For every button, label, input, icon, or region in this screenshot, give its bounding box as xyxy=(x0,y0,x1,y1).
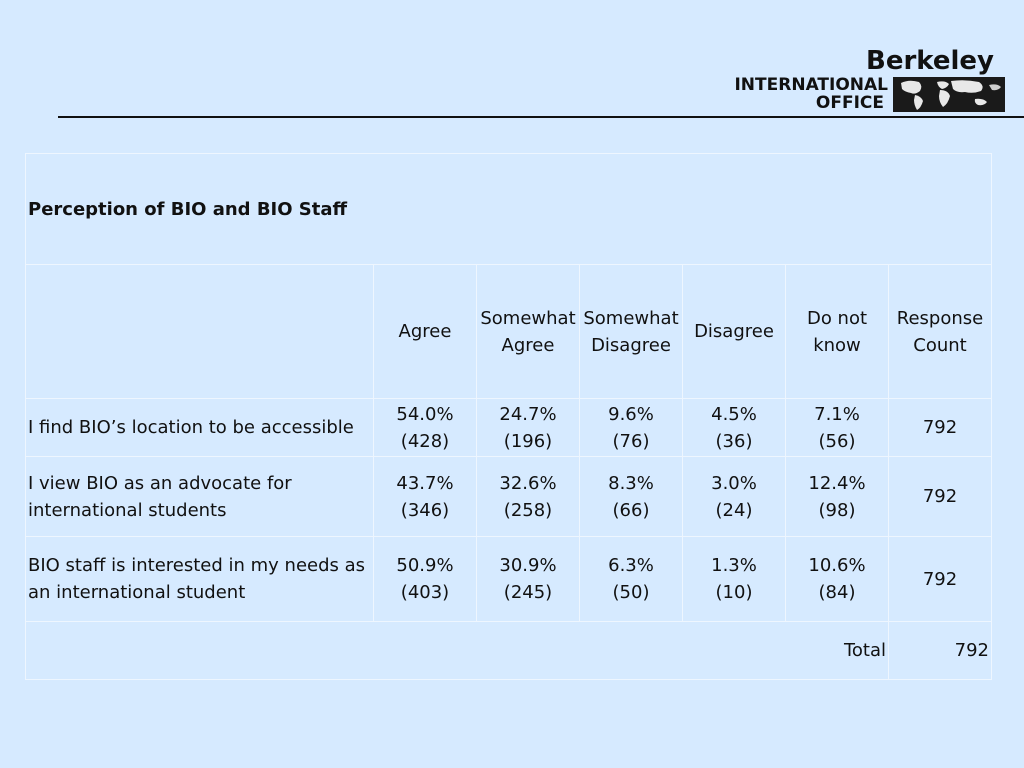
total-row: Total 792 xyxy=(25,621,992,680)
logo-berkeley-text: Berkeley xyxy=(866,46,994,76)
table-title: Perception of BIO and BIO Staff xyxy=(25,153,992,265)
cell-do-not-know: 12.4% (98) xyxy=(785,456,889,537)
cell-somewhat-agree: 30.9% (245) xyxy=(476,536,580,622)
total-label: Total xyxy=(25,621,889,680)
cell-response-count: 792 xyxy=(888,398,992,457)
cell-disagree: 4.5% (36) xyxy=(682,398,786,457)
cell-disagree: 3.0% (24) xyxy=(682,456,786,537)
table-header-row: Agree Somewhat Agree Somewhat Disagree Dis… xyxy=(25,264,992,399)
table-row: I view BIO as an advocate for internatio… xyxy=(25,456,992,537)
cell-disagree: 1.3% (10) xyxy=(682,536,786,622)
row-label: I find BIO’s location to be accessible xyxy=(25,398,374,457)
cell-somewhat-disagree: 6.3% (50) xyxy=(579,536,683,622)
row-label: I view BIO as an advocate for internatio… xyxy=(25,456,374,537)
header-response-count: Response Count xyxy=(888,264,992,399)
cell-somewhat-disagree: 9.6% (76) xyxy=(579,398,683,457)
header-do-not-know: Do not know xyxy=(785,264,889,399)
cell-somewhat-disagree: 8.3% (66) xyxy=(579,456,683,537)
world-map-icon xyxy=(893,77,1005,112)
header-disagree: Disagree xyxy=(682,264,786,399)
table-row: I find BIO’s location to be accessible 5… xyxy=(25,398,992,457)
cell-agree: 50.9% (403) xyxy=(373,536,477,622)
cell-agree: 43.7% (346) xyxy=(373,456,477,537)
cell-response-count: 792 xyxy=(888,456,992,537)
total-value: 792 xyxy=(888,621,992,680)
header-empty xyxy=(25,264,374,399)
header-somewhat-agree: Somewhat Agree xyxy=(476,264,580,399)
logo-office-text: OFFICE xyxy=(815,93,884,113)
header-rule xyxy=(58,116,1024,118)
logo-international-text: INTERNATIONAL xyxy=(734,75,888,95)
cell-somewhat-agree: 32.6% (258) xyxy=(476,456,580,537)
cell-response-count: 792 xyxy=(888,536,992,622)
header-somewhat-disagree: Somewhat Disagree xyxy=(579,264,683,399)
survey-table: Perception of BIO and BIO Staff Agree So… xyxy=(25,153,992,680)
cell-somewhat-agree: 24.7% (196) xyxy=(476,398,580,457)
table-row: BIO staff is interested in my needs as a… xyxy=(25,536,992,622)
cell-do-not-know: 7.1% (56) xyxy=(785,398,889,457)
cell-do-not-know: 10.6% (84) xyxy=(785,536,889,622)
row-label: BIO staff is interested in my needs as a… xyxy=(25,536,374,622)
header-agree: Agree xyxy=(373,264,477,399)
cell-agree: 54.0% (428) xyxy=(373,398,477,457)
